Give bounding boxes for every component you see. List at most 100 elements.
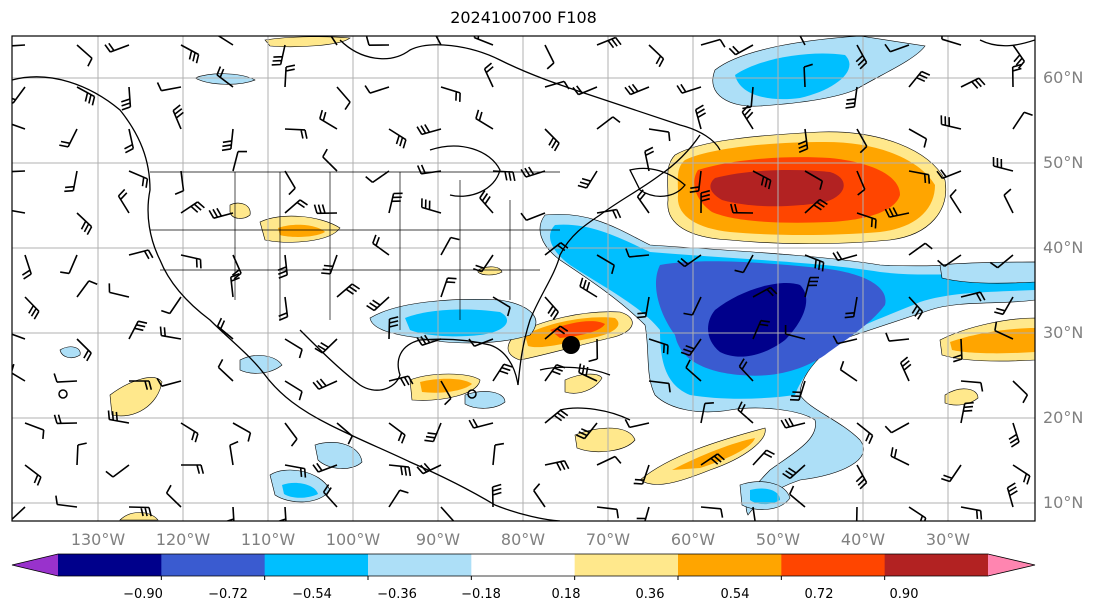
wind-barb: [960, 77, 986, 89]
wind-barb: [844, 296, 858, 319]
wind-barb: [473, 36, 494, 46]
wind-barb: [284, 128, 308, 139]
wind-barb: [312, 378, 338, 390]
lat-label: 40°N: [1043, 238, 1084, 257]
wind-barb: [366, 296, 390, 312]
wind-barb: [533, 483, 546, 508]
negative-anomaly-patch: [59, 346, 81, 359]
positive-anomaly-strongest: [710, 170, 844, 207]
wind-barb: [1011, 63, 1022, 88]
colorbar-tick-label: 0.90: [889, 587, 919, 602]
wind-barb: [520, 166, 546, 178]
wind-barb: [53, 373, 78, 383]
wind-barb: [544, 128, 560, 152]
small-station-marker: [58, 389, 68, 399]
wind-barb: [12, 123, 26, 130]
wind-barb: [789, 380, 806, 401]
positive-anomaly-patch: [420, 378, 472, 393]
wind-barb: [388, 128, 407, 149]
wind-barb: [908, 70, 931, 88]
wind-barb: [625, 248, 650, 258]
wind-barb: [752, 506, 756, 521]
wind-barb: [741, 104, 754, 130]
wind-barb: [728, 44, 754, 56]
wind-barb: [336, 86, 351, 111]
wind-barb: [579, 277, 598, 298]
wind-barb: [700, 402, 714, 424]
wind-barb: [388, 464, 412, 477]
lat-label: 10°N: [1043, 493, 1084, 512]
wind-barb: [424, 422, 442, 443]
negative-anomaly-patch: [405, 309, 508, 337]
wind-barb: [180, 422, 199, 443]
wind-barb: [232, 422, 252, 442]
wind-barb: [941, 464, 962, 483]
wind-barb: [284, 64, 296, 88]
wind-barb: [803, 63, 813, 88]
wind-barb: [12, 170, 26, 173]
wind-barb: [76, 280, 98, 298]
wind-barb: [908, 242, 933, 256]
colorbar: [11, 553, 1036, 580]
wind-barb: [908, 296, 924, 320]
wind-barb: [845, 86, 858, 109]
negative-anomaly-patch: [750, 488, 780, 505]
colorbar-extend-low: [12, 554, 58, 576]
wind-barb: [180, 201, 205, 214]
wind-barb: [856, 422, 874, 445]
wind-barb: [700, 506, 724, 518]
wind-barb: [388, 192, 403, 214]
wind-barb: [804, 198, 828, 214]
wind-barb: [231, 254, 242, 280]
wind-barb: [364, 85, 390, 94]
wind-barb: [952, 338, 963, 363]
wind-barb: [855, 464, 868, 490]
colorbar-segment: [781, 554, 886, 576]
wind-barb: [839, 360, 858, 382]
wind-barb: [225, 506, 235, 521]
wind-barb: [960, 506, 983, 520]
wind-barb: [989, 254, 1014, 269]
wind-barb: [271, 44, 286, 66]
wind-barb: [738, 358, 754, 382]
wind-barb: [416, 124, 442, 136]
wind-barb: [1012, 111, 1033, 130]
wind-barb: [1008, 422, 1020, 448]
wind-barb: [994, 296, 1014, 316]
wind-barb: [55, 495, 78, 508]
plot-frame: [11, 35, 1036, 522]
wind-barb: [76, 442, 87, 466]
positive-anomaly-patch: [229, 202, 251, 219]
lon-label: 60°W: [670, 530, 716, 549]
wind-barb: [596, 208, 622, 219]
wind-barb: [217, 359, 234, 382]
positive-anomaly-patch: [109, 377, 163, 417]
wind-barb: [804, 170, 824, 190]
wind-barb: [737, 401, 754, 424]
colorbar-tick-label: −0.90: [123, 587, 163, 602]
wind-barb: [314, 338, 338, 354]
wind-barb: [12, 86, 26, 104]
wind-barb: [855, 44, 868, 70]
wind-barb: [319, 109, 338, 130]
negative-anomaly-patch: [282, 482, 318, 498]
wind-barb: [181, 464, 205, 474]
wind-barb: [174, 170, 185, 195]
wind-barb: [388, 489, 409, 508]
wind-barb: [884, 43, 910, 53]
wind-barb: [648, 44, 665, 68]
negative-anomaly-patch: [239, 355, 283, 374]
wind-barb: [105, 464, 130, 478]
wind-barb: [180, 254, 202, 269]
wind-barb: [107, 410, 130, 424]
wind-barb: [799, 36, 806, 46]
wind-barb: [960, 401, 974, 424]
wind-barb: [544, 363, 566, 382]
wind-barb: [165, 484, 182, 508]
wind-barb: [161, 296, 182, 315]
lon-label: 70°W: [585, 530, 631, 549]
wind-barb: [804, 254, 825, 272]
wind-barb: [21, 254, 32, 280]
wind-barb: [365, 36, 390, 46]
